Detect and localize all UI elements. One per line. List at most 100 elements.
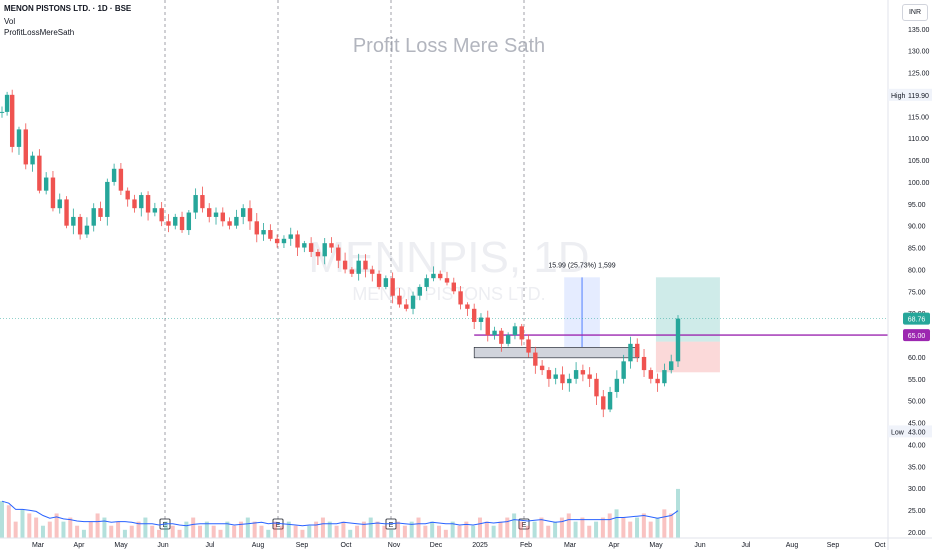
y-tick-label: 60.00 <box>908 355 926 362</box>
time-axis: Mar Apr May Jun Jul Aug Sep Oct Nov Dec 2025 Feb Mar… <box>0 537 932 549</box>
candle-body <box>281 238 287 244</box>
candle-body <box>322 243 327 257</box>
candle-body <box>485 317 490 336</box>
candle-body <box>573 370 579 379</box>
volume-bar <box>450 521 455 538</box>
target-zone <box>655 277 720 342</box>
indicator-vol-label[interactable]: Vol <box>4 17 16 26</box>
volume-bar <box>621 517 626 538</box>
candle-body <box>145 195 151 213</box>
volume-bar <box>136 521 141 538</box>
candle-body <box>213 212 219 217</box>
earnings-marker-label: E <box>389 522 394 529</box>
candle-body <box>288 234 293 239</box>
indicator-plms-label[interactable]: ProfitLossMereSath <box>4 28 75 37</box>
candle-body <box>675 318 681 362</box>
currency-button[interactable]: INR <box>902 4 928 21</box>
volume-bar <box>122 529 127 538</box>
volume-bar <box>594 521 599 538</box>
candle-body <box>254 221 259 235</box>
candle-body <box>302 243 307 248</box>
volume-bar <box>279 525 284 538</box>
candle-body <box>431 273 436 279</box>
candle-body <box>64 199 69 226</box>
volume-bar <box>198 525 203 538</box>
volume-bar <box>286 521 291 538</box>
volume-bar <box>273 521 278 538</box>
volume-bar <box>75 525 80 538</box>
y-tick-label: 135.00 <box>908 27 930 34</box>
y-tick-label: 110.00 <box>908 136 929 143</box>
earnings-marker-label: E <box>163 522 168 529</box>
volume-bar <box>477 517 482 538</box>
candle-body <box>607 391 613 410</box>
volume-bar <box>437 525 442 538</box>
volume-bar <box>464 521 469 538</box>
candle-body <box>159 208 164 222</box>
candle-body <box>370 269 375 274</box>
candle-body <box>37 155 42 191</box>
volume-bars <box>0 488 680 538</box>
candle-body <box>424 278 429 287</box>
candle-body <box>471 308 477 322</box>
x-tick-label: Jun <box>157 542 168 549</box>
volume-bar <box>566 513 571 538</box>
candle-body <box>417 286 423 296</box>
volume-bar <box>177 529 182 538</box>
y-tick-label: 105.00 <box>908 158 930 165</box>
support-zone <box>473 347 640 359</box>
earnings-marker-label: E <box>276 522 281 529</box>
volume-bar <box>300 529 305 538</box>
y-tick-label: 50.00 <box>908 399 926 406</box>
candle-body <box>30 155 35 165</box>
volume-bar <box>184 521 189 538</box>
x-tick-label: Oct <box>875 542 886 549</box>
volume-bar <box>47 521 52 538</box>
candle-body <box>438 273 443 279</box>
candle-body <box>227 221 232 226</box>
y-tick-label: 85.00 <box>908 246 926 253</box>
volume-bar <box>423 525 428 538</box>
volume-bar <box>600 517 605 538</box>
volume-bar <box>389 529 394 538</box>
volume-bar <box>88 521 93 538</box>
volume-bar <box>143 517 148 538</box>
price-series <box>0 89 681 418</box>
stop-zone <box>655 341 720 373</box>
candle-body <box>179 216 185 231</box>
candle-body <box>261 230 266 235</box>
candle-body <box>274 238 280 244</box>
volume-bar <box>157 529 162 538</box>
volume-bar <box>245 517 250 538</box>
candle-body <box>512 326 518 336</box>
high-value: 119.90 <box>908 93 929 100</box>
volume-bar <box>40 525 45 538</box>
volume-bar <box>163 521 168 538</box>
volume-bar <box>676 488 680 538</box>
volume-bar <box>409 521 414 538</box>
low-label: Low <box>891 429 905 436</box>
y-tick-label: 90.00 <box>908 224 926 231</box>
volume-bar <box>293 525 298 538</box>
candle-body <box>560 374 565 384</box>
candle-body <box>641 356 647 371</box>
candle-body <box>662 370 667 384</box>
volume-bar <box>573 521 578 538</box>
candle-body <box>268 230 273 239</box>
candle-body <box>635 343 640 357</box>
volume-bar <box>628 521 633 538</box>
volume-bar <box>512 513 517 538</box>
level-value: 65.00 <box>908 333 926 340</box>
candle-body <box>329 243 334 248</box>
volume-bar <box>109 525 114 538</box>
y-tick-label: 130.00 <box>908 49 930 56</box>
high-badge <box>888 88 932 101</box>
volume-bar <box>505 517 510 538</box>
volume-bar <box>635 517 640 538</box>
candle-body <box>451 282 456 292</box>
volume-bar <box>27 513 32 538</box>
x-tick-label: Aug <box>786 542 799 549</box>
volume-bar <box>368 517 373 538</box>
